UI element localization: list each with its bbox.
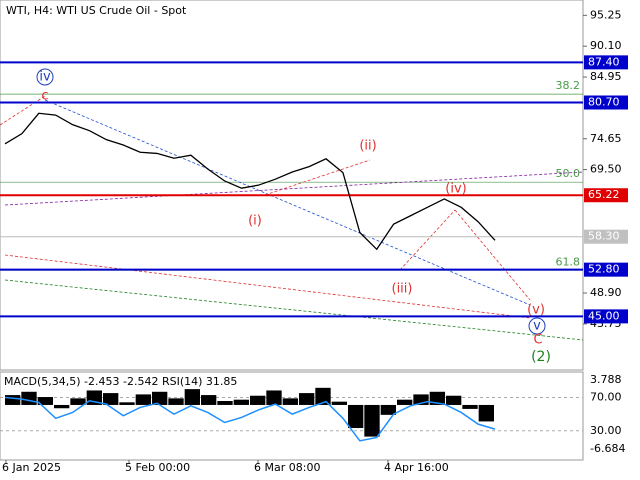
level-box (584, 55, 628, 70)
macd-bar (380, 404, 396, 415)
macd-bar (397, 399, 413, 405)
macd-bar (217, 401, 233, 405)
macd-bar (348, 404, 364, 429)
y-tick-label: 69.50 (590, 163, 622, 176)
rsi-line (4, 396, 496, 442)
trend-line (4, 279, 584, 341)
wave-label: (2) (531, 349, 551, 365)
macd-bar (233, 399, 249, 405)
macd-bar (282, 398, 298, 405)
macd-bar (364, 404, 380, 437)
fib-label: 61.8 (556, 255, 581, 268)
macd-bar (201, 395, 217, 405)
wave-label: (i) (248, 214, 262, 229)
trend-line (4, 254, 531, 319)
macd-bar (135, 394, 151, 405)
fib-label: 50.0 (556, 167, 581, 180)
macd-bar (331, 401, 347, 405)
level-label: 87.40 (588, 55, 620, 68)
x-tick-label: 4 Apr 16:00 (384, 461, 449, 474)
macd-bar (21, 391, 37, 405)
indicator-title: MACD(5,34,5) -2.453 -2.542 RSI(14) 31.85 (4, 375, 237, 388)
macd-bar (446, 395, 462, 405)
trend-line (0, 95, 46, 126)
wave-label: C (533, 333, 542, 348)
level-box (584, 262, 628, 277)
macd-bar (103, 393, 119, 405)
wave-circle (36, 68, 54, 86)
level-box (584, 95, 628, 110)
current-label: 58.30 (588, 230, 620, 243)
level-label: 52.80 (588, 263, 620, 276)
macd-bar (152, 391, 168, 405)
trend-line (454, 209, 531, 301)
macd-bar (413, 394, 429, 405)
wave-label: (v) (527, 303, 545, 318)
header: WTI, H4: WTI US Crude Oil - Spot (6, 4, 187, 17)
x-tick-label: 5 Feb 00:00 (125, 461, 190, 474)
fib-label: 38.2 (556, 79, 581, 92)
trend-line (44, 99, 531, 306)
level-label: 45.00 (588, 309, 620, 322)
macd-bar (315, 387, 331, 405)
x-tick-label: 6 Jan 2025 (2, 461, 61, 474)
macd-bar (37, 397, 53, 405)
wave-label: (ii) (359, 139, 376, 154)
trend-line (399, 209, 456, 271)
y-tick-label: 84.95 (590, 70, 622, 83)
trend-line (264, 159, 371, 196)
macd-bar (70, 398, 86, 405)
y-tick-label: 95.25 (590, 8, 622, 21)
x-tick-label: 6 Mar 08:00 (254, 461, 320, 474)
macd-bar (250, 395, 266, 405)
current-box (584, 229, 628, 244)
level-box (584, 188, 628, 203)
macd-bar (5, 395, 21, 405)
macd-bar (478, 404, 494, 422)
y-tick-label: 48.90 (590, 286, 622, 299)
macd-bar (299, 393, 315, 405)
y-tick-label: 74.65 (590, 132, 622, 145)
macd-bar (462, 404, 478, 409)
macd-bar (54, 404, 70, 409)
macd-bar (168, 398, 184, 405)
y-tick-label: 90.10 (590, 39, 622, 52)
wave-label: (iv) (445, 182, 466, 197)
rsi-tick-label: 30.00 (590, 424, 622, 437)
wave-label: c (41, 89, 48, 104)
macd-bar (119, 402, 135, 405)
wave-label: iv (39, 70, 51, 85)
macd-bar (429, 391, 445, 405)
trend-line (4, 171, 584, 206)
wave-circle (528, 317, 546, 335)
main-panel (0, 0, 584, 371)
macd-bar (266, 390, 282, 405)
macd-bar (184, 389, 200, 405)
level-label: 65.22 (588, 188, 620, 201)
level-label: 80.70 (588, 96, 620, 109)
price-line (4, 112, 496, 251)
wave-label: v (533, 319, 541, 334)
macd-tick-label: -6.684 (590, 442, 625, 455)
macd-tick-label: 3.788 (590, 373, 622, 386)
rsi-tick-label: 70.00 (590, 390, 622, 403)
wave-label: (iii) (392, 282, 413, 297)
level-box (584, 309, 628, 324)
